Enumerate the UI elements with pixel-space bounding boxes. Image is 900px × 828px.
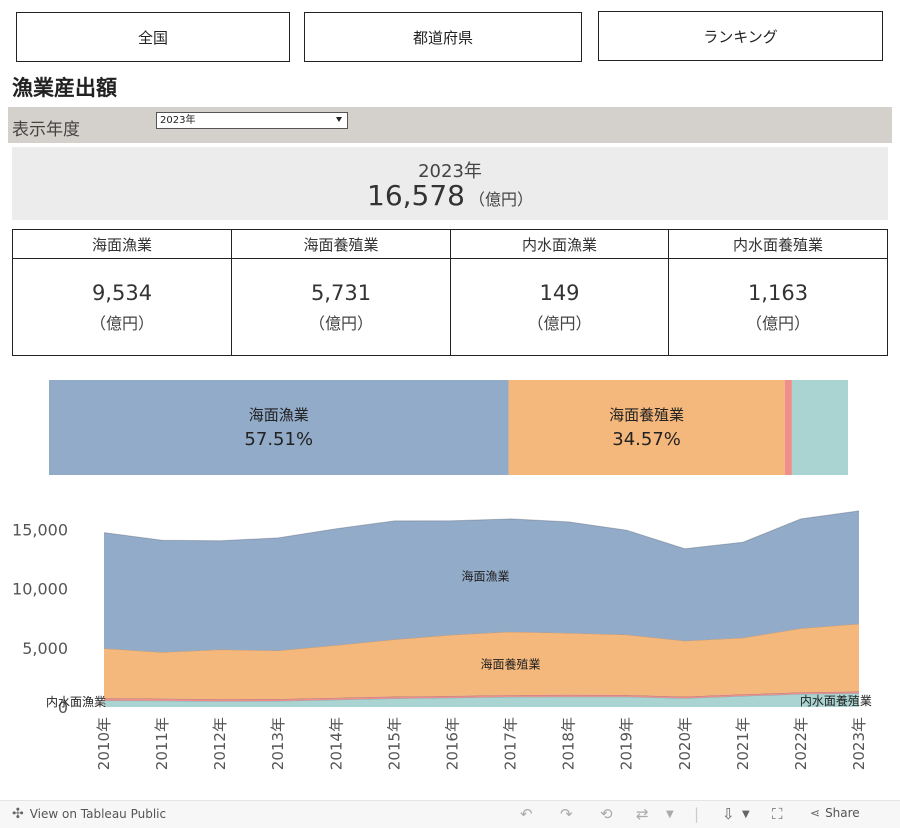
series-label-inland-fishery: 内水面漁業: [46, 695, 106, 709]
tableau-footer: ✣ View on Tableau Public ↶ ↷ ⟲ ⇄ ▼ | ⇩ ▼…: [0, 800, 900, 828]
kpi-inland-fishery: 内水面漁業 149 （億円）: [451, 230, 669, 355]
tableau-logo-icon: ✣: [12, 806, 24, 822]
year-filter-bar: 表示年度 2023年: [8, 107, 892, 143]
share-button[interactable]: ⋖ Share: [810, 806, 860, 820]
x-tick-label: 2015年: [385, 717, 403, 770]
kpi-value: 1,163: [747, 281, 809, 305]
series-label-marine-fishery: 海面漁業: [462, 568, 510, 583]
total-value: 16,578: [367, 179, 465, 212]
total-summary: 2023年 16,578 （億円）: [12, 147, 888, 220]
area-series-edge: [103, 510, 860, 550]
kpi-header: 内水面漁業: [451, 230, 668, 259]
area-series-marine-fishery: [104, 510, 859, 653]
x-tick-label: 2018年: [560, 717, 578, 770]
kpi-marine-fishery: 海面漁業 9,534 （億円）: [13, 230, 232, 355]
bar-segment-percent: 34.57%: [612, 429, 681, 450]
kpi-inland-aquaculture: 内水面養殖業 1,163 （億円）: [669, 230, 887, 355]
kpi-value: 9,534: [91, 281, 153, 305]
x-tick-label: 2012年: [211, 717, 229, 770]
download-icon[interactable]: ⇩: [722, 805, 735, 823]
area-series-marine-aquaculture: [104, 623, 859, 700]
chevron-down-icon[interactable]: ▼: [666, 809, 674, 820]
bar-segment-marine-fishery: [49, 380, 509, 475]
x-tick-label: 2011年: [153, 717, 171, 770]
x-tick-label: 2022年: [792, 717, 810, 770]
y-tick-label: 10,000: [12, 580, 68, 599]
kpi-table: 海面漁業 9,534 （億円） 海面養殖業 5,731 （億円） 内水面漁業 1…: [12, 229, 888, 356]
kpi-unit: （億円）: [527, 314, 592, 333]
view-on-tableau-link[interactable]: ✣ View on Tableau Public: [12, 806, 166, 822]
undo-icon[interactable]: ↶: [520, 805, 533, 823]
y-tick-label: 0: [58, 698, 68, 717]
series-label-inland-aquaculture: 内水面養殖業: [800, 693, 872, 708]
redo-icon[interactable]: ↷: [560, 805, 573, 823]
x-tick-label: 2017年: [502, 717, 520, 770]
area-chart: 0 5,000 10,000 15,000 内水面養殖業 内水面漁業 海面養殖業 海面漁業 20…: [12, 510, 872, 770]
bar-segment-name: 海面漁業: [249, 406, 309, 424]
kpi-value: 5,731: [310, 281, 372, 305]
x-tick-label: 2013年: [269, 717, 287, 770]
share-icon: ⋖: [810, 806, 821, 820]
kpi-unit: （億円）: [745, 314, 810, 333]
y-tick-label: 15,000: [12, 521, 68, 540]
refresh-icon[interactable]: ⇄: [636, 805, 649, 823]
kpi-unit: （億円）: [89, 314, 154, 333]
revert-icon[interactable]: ⟲: [600, 805, 613, 823]
area-series-edge: [103, 623, 860, 653]
total-year: 2023年: [418, 161, 482, 182]
nav-button-national[interactable]: 全国: [16, 12, 290, 62]
bar-segment-marine-aquaculture: [508, 380, 785, 475]
kpi-unit: （億円）: [308, 314, 373, 333]
bar-segment-inland-fishery: [784, 380, 792, 475]
x-tick-label: 2021年: [734, 717, 752, 770]
kpi-value: 149: [539, 281, 580, 305]
total-unit: （億円）: [468, 190, 533, 209]
bar-segment-percent: 57.51%: [244, 429, 313, 450]
x-tick-label: 2014年: [327, 717, 345, 770]
divider-icon: |: [694, 805, 700, 823]
fullscreen-icon[interactable]: ⛶: [772, 805, 783, 823]
bar-segment-inland-aquaculture: [791, 380, 848, 475]
kpi-header: 海面養殖業: [232, 230, 450, 259]
kpi-marine-aquaculture: 海面養殖業 5,731 （億円）: [232, 230, 451, 355]
share-bar-chart: 海面漁業 57.51% 海面養殖業 34.57%: [49, 380, 848, 475]
y-tick-label: 5,000: [22, 639, 68, 658]
kpi-header: 海面漁業: [13, 230, 231, 259]
chevron-down-icon: [336, 117, 342, 122]
x-tick-label: 2023年: [850, 717, 868, 770]
chevron-down-icon[interactable]: ▼: [742, 809, 750, 820]
kpi-header: 内水面養殖業: [669, 230, 887, 259]
bar-segment-name: 海面養殖業: [609, 406, 684, 424]
year-select[interactable]: 2023年: [156, 112, 348, 129]
view-on-tableau-label: View on Tableau Public: [29, 807, 167, 821]
x-tick-label: 2019年: [618, 717, 636, 770]
x-tick-label: 2016年: [443, 717, 461, 770]
nav-button-ranking[interactable]: ランキング: [598, 11, 883, 61]
area-series-edge: [103, 692, 860, 702]
year-filter-label: 表示年度: [12, 120, 80, 140]
area-series-inland-fishery: [104, 691, 859, 702]
nav-button-prefectures[interactable]: 都道府県: [304, 12, 582, 62]
area-series-inland-aquaculture: [104, 693, 859, 707]
share-label: Share: [825, 806, 860, 820]
year-select-value: 2023年: [160, 115, 196, 126]
series-label-marine-aquaculture: 海面養殖業: [481, 656, 541, 671]
page-title: 漁業産出額: [12, 76, 117, 100]
x-tick-label: 2020年: [676, 717, 694, 770]
x-tick-label: 2010年: [95, 717, 113, 770]
